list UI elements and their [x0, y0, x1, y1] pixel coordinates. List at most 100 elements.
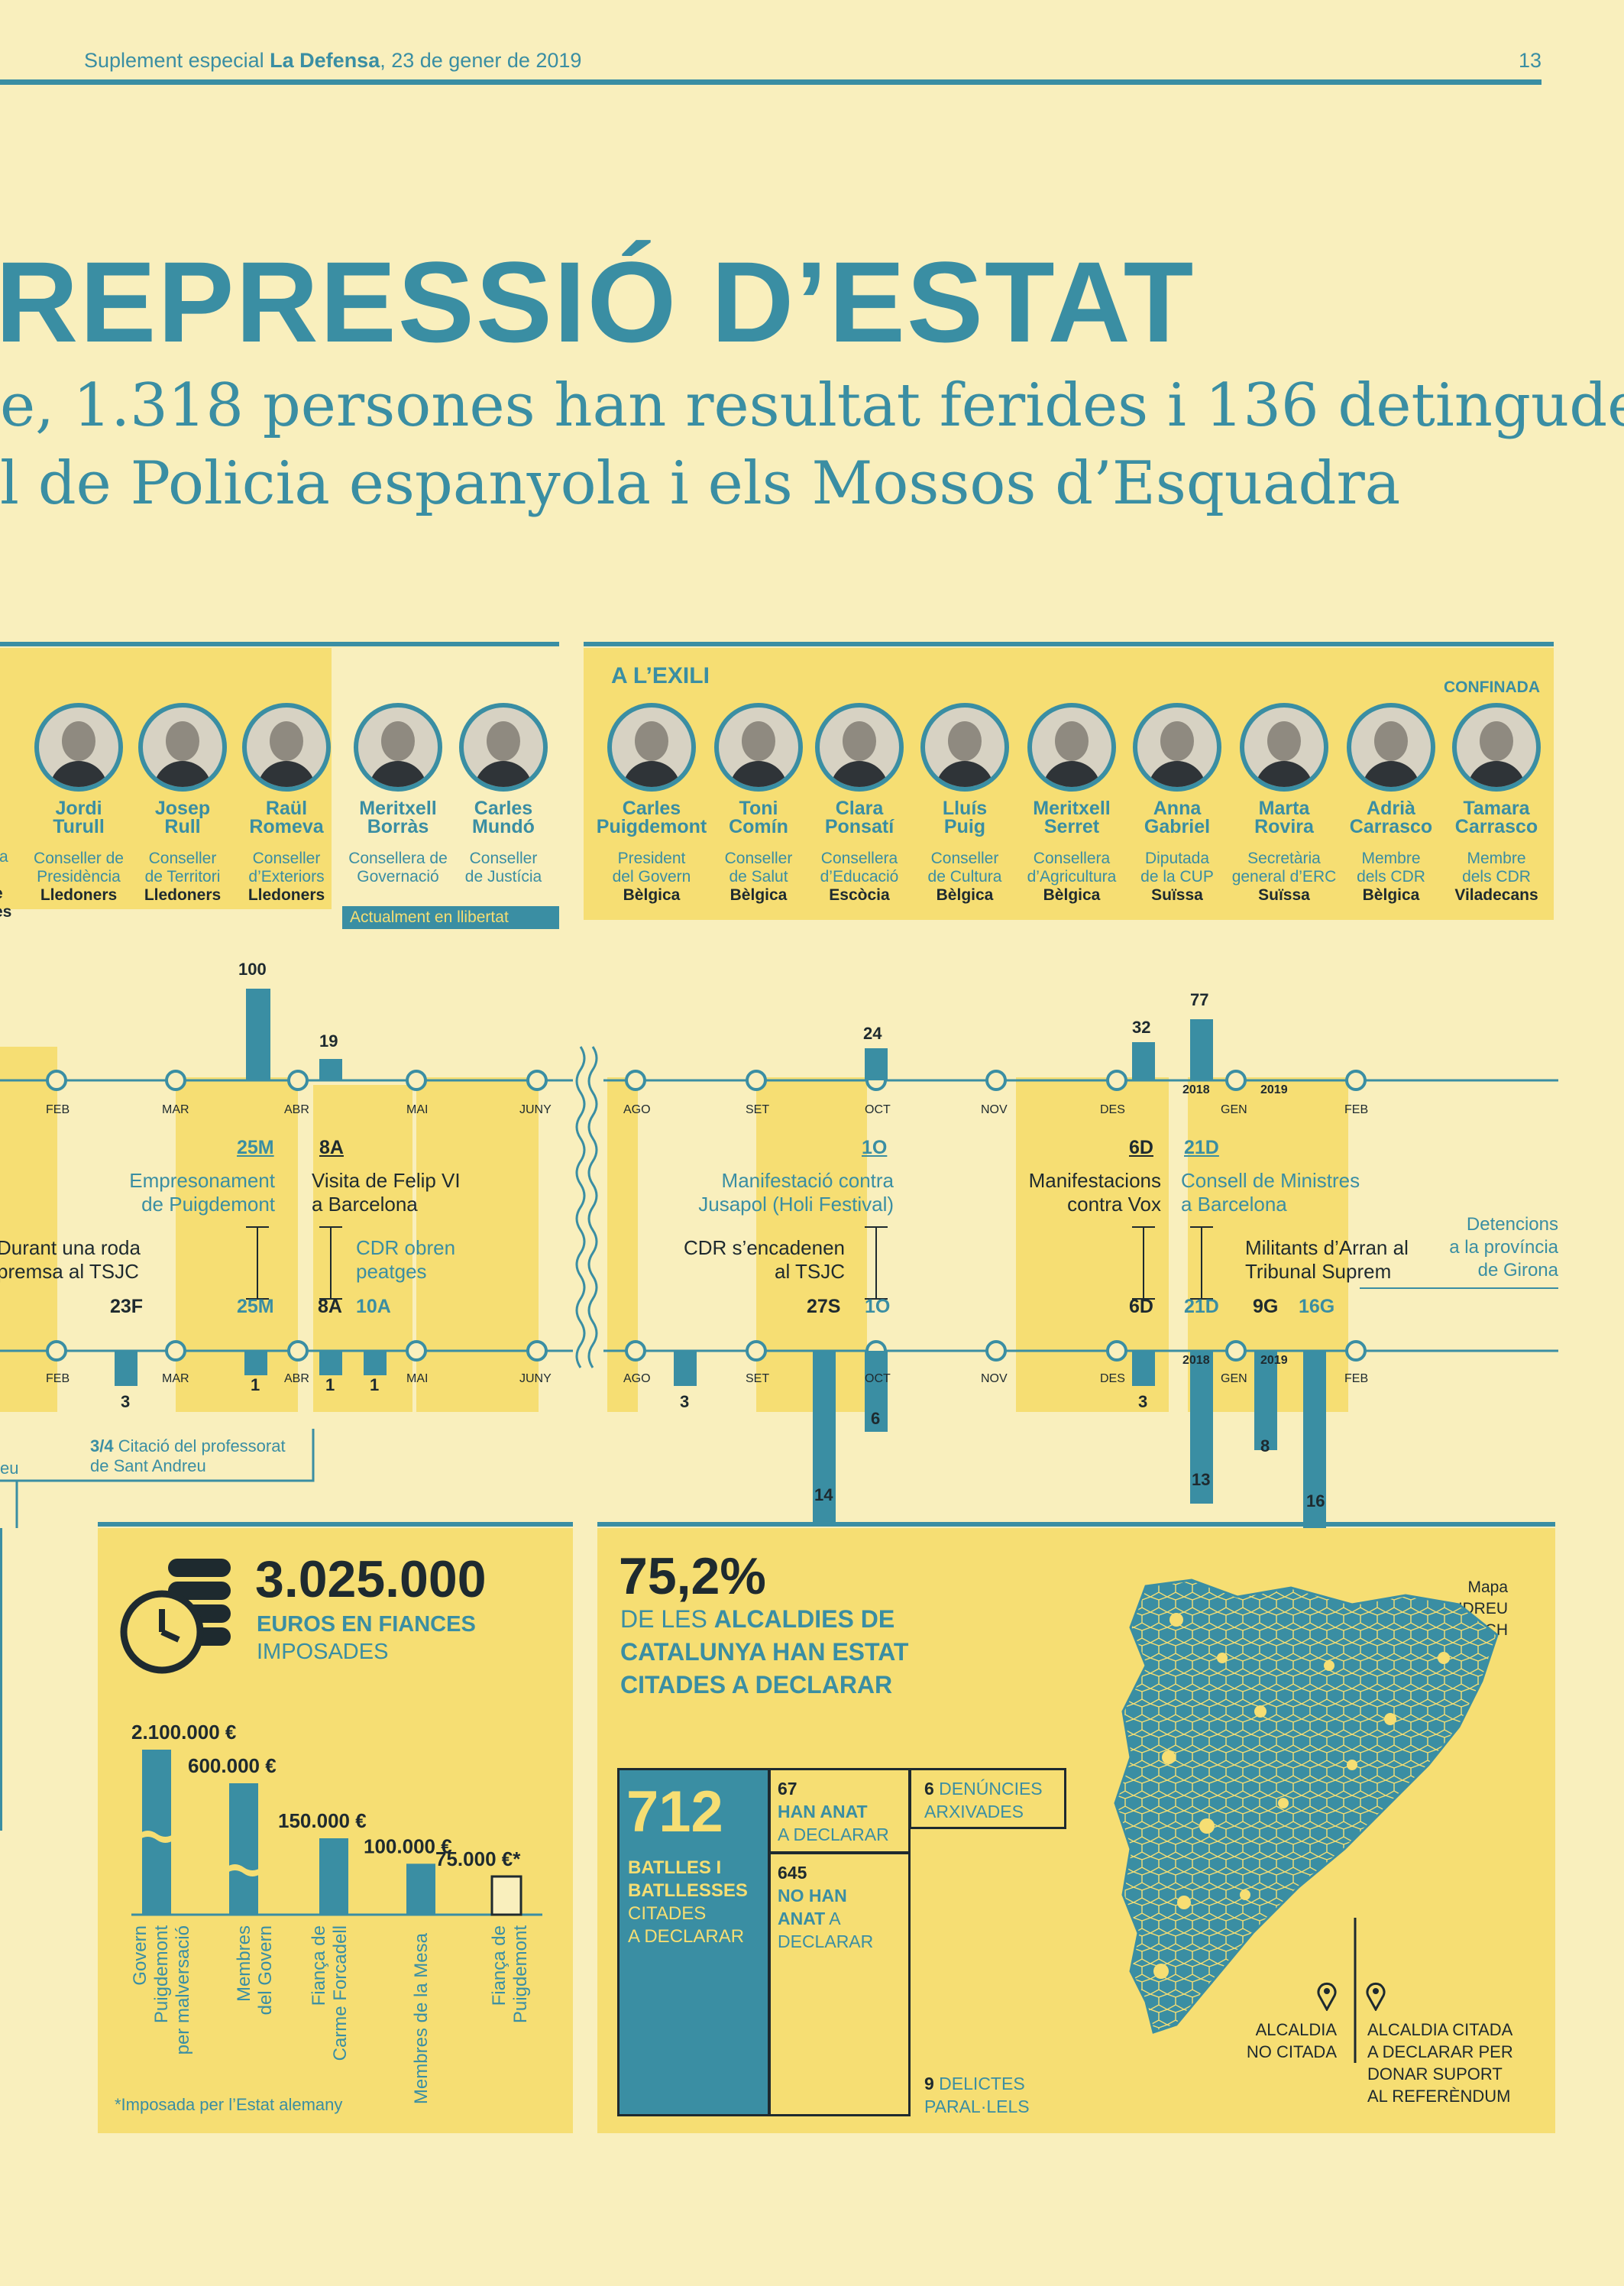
event-label: CDR s’encadenen al TSJC	[683, 1236, 845, 1283]
free-note-badge: Actualment en llibertat	[342, 906, 559, 929]
map-pin-icon	[1317, 1982, 1337, 2011]
fines-category-labels: Govern Puigdemont per malversació Membres d…	[115, 1925, 573, 2119]
mayors-percent: 75,2%	[619, 1547, 766, 1605]
month-marker	[287, 1340, 309, 1362]
month-label: FEB	[46, 1103, 70, 1116]
event-code: 16G	[1299, 1296, 1335, 1317]
fines-bar-chart: 2.100.000 € 600.000 € 150.000 €100.000 €75…	[131, 1721, 542, 1916]
bar-bottom-27S	[813, 1351, 836, 1523]
portrait-photo	[1347, 703, 1435, 792]
month-marker	[46, 1340, 67, 1362]
uncited-municipalities	[1153, 1613, 1450, 1979]
timeline-band	[176, 1077, 298, 1412]
bar-bottom-6D	[1132, 1351, 1155, 1386]
person-card: Meritxell Serret Consellera d’Agricultura Bè…	[1014, 703, 1129, 905]
month-marker	[526, 1340, 548, 1362]
month-label: AGO	[623, 1372, 651, 1385]
person-card: Jordi Turull Conseller de Presidència Lledo…	[21, 703, 136, 905]
event-code: 23F	[110, 1296, 144, 1317]
month-label: NOV	[981, 1372, 1008, 1385]
month-marker	[985, 1070, 1007, 1091]
portrait-photo	[1133, 703, 1221, 792]
month-label: DES	[1100, 1372, 1125, 1385]
year-label: 2018	[1182, 1354, 1210, 1367]
fines-bar-label: 100.000 €	[364, 1834, 452, 1857]
person-card: Josep Rull Conseller de Territori Lledoners	[125, 703, 240, 905]
fines-total: 3.025.000	[255, 1550, 487, 1608]
bar-bottom-16G	[1303, 1351, 1326, 1528]
mayors-headline: DE LES ALCALDIES DE CATALUNYA HAN ESTAT …	[620, 1605, 909, 1698]
top-bars	[246, 989, 1213, 1080]
event-label: Consell de Ministres a Barcelona	[1181, 1169, 1360, 1216]
person-card: Lluís Puig Conseller de Cultura Bèlgica	[907, 703, 1022, 905]
bar-bottom-25M	[244, 1351, 267, 1375]
month-marker	[1345, 1340, 1367, 1362]
month-marker	[406, 1340, 427, 1362]
value-label: 1	[251, 1375, 260, 1394]
value-label: 6	[871, 1409, 881, 1428]
event-code: 25M	[237, 1137, 274, 1158]
subheadline-line2: l de Policia espanyola i els Mossos d’Es…	[0, 449, 1401, 518]
mayors-total-block	[617, 1768, 770, 2116]
value-label: 1	[370, 1375, 380, 1394]
fines-footnote: *Imposada per l’Estat alemany	[115, 2095, 343, 2114]
notwent-label: 645 NO HAN ANAT A DECLARAR	[778, 1863, 874, 1951]
year-label: 2019	[1260, 1354, 1288, 1367]
portrait-photo	[920, 703, 1009, 792]
person-card: Carles Puigdemont President del Govern Bèlgi…	[594, 703, 709, 905]
fines-category-label: Fiança de Puigdemont	[489, 1925, 531, 2024]
month-label: ABR	[284, 1103, 309, 1116]
person-card: Clara Ponsatí Consellera d’Educació Escòcia	[802, 703, 917, 905]
month-marker	[1106, 1340, 1127, 1362]
prison-panel-rule	[0, 642, 559, 646]
edge-fragment-roles: rallees	[0, 848, 12, 921]
fines-bar-label: 600.000 €	[188, 1754, 277, 1777]
bar-top-21D	[1190, 1019, 1213, 1080]
event-label: Empresonament de Puigdemont	[129, 1169, 275, 1216]
month-label: OCT	[865, 1372, 891, 1385]
delicts-label: 9 DELICTES PARAL·LELS	[924, 2074, 1030, 2116]
month-label: NOV	[981, 1103, 1008, 1116]
month-marker	[165, 1070, 186, 1091]
value-label: 24	[863, 1024, 882, 1043]
fines-bar	[319, 1838, 348, 1915]
catalonia-municipalities-map	[1114, 1579, 1499, 2063]
person-card: Raül Romeva Conseller d’Exteriors Lledoners	[229, 703, 344, 905]
month-label: JUNY	[519, 1372, 552, 1385]
event-code: 6D	[1129, 1137, 1153, 1158]
fines-category-label: Govern Puigdemont per malversació	[130, 1925, 193, 2055]
bar-bottom-aug	[674, 1351, 697, 1386]
bar-top-6D	[1132, 1042, 1155, 1080]
bottom-bars	[115, 1351, 1326, 1528]
event-label: CDR obren peatges	[356, 1236, 456, 1283]
month-marker	[985, 1340, 1007, 1362]
value-label: 3	[680, 1392, 690, 1411]
year-label: 2018	[1182, 1083, 1210, 1096]
went-label: 67 HAN ANAT A DECLARAR	[778, 1779, 889, 1844]
month-marker	[1225, 1070, 1247, 1091]
callout-line	[0, 1429, 315, 1482]
bar-top-25M	[246, 989, 270, 1080]
fines-bar-break	[226, 1864, 261, 1876]
fines-bar-label: 150.000 €	[278, 1809, 367, 1832]
value-label: 1	[325, 1375, 335, 1394]
fines-bar-break	[139, 1831, 174, 1843]
fines-unit: EUROS EN FIANCES	[257, 1612, 476, 1637]
month-label: GEN	[1221, 1103, 1247, 1116]
portrait-photo	[1240, 703, 1328, 792]
fines-category-label: Membres del Govern	[234, 1925, 276, 2016]
break-squiggle	[575, 1046, 586, 1368]
fines-bar-label: 75.000 €*	[435, 1847, 521, 1870]
callout-line-ext	[0, 1528, 2, 1831]
legend-not-cited: ALCALDIA NO CITADA	[1246, 2020, 1337, 2061]
event-code: 8A	[318, 1296, 342, 1317]
portrait-photo	[1027, 703, 1116, 792]
event-connectors	[246, 1226, 1213, 1300]
portrait-photo	[354, 703, 442, 792]
archived-block	[909, 1768, 1066, 1829]
month-marker	[746, 1070, 767, 1091]
money-clock-icon	[120, 1559, 231, 1674]
legend-cited: ALCALDIA CITADA A DECLARAR PER DONAR SUPOR…	[1367, 2020, 1513, 2106]
fines-bar-label: 2.100.000 €	[131, 1721, 236, 1744]
break-squiggle	[587, 1046, 598, 1368]
